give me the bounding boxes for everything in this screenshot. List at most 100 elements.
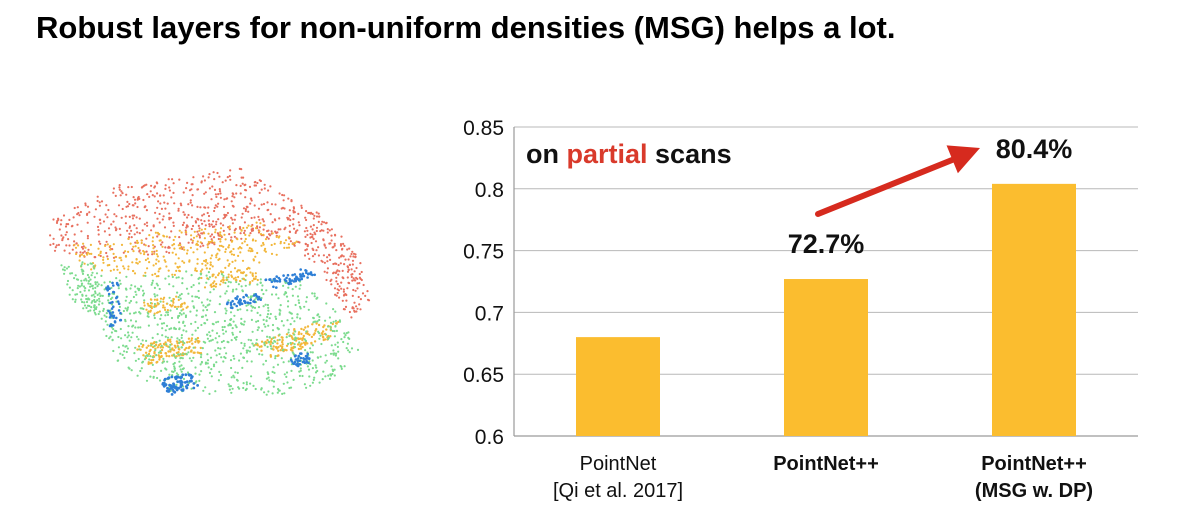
cloud-point	[209, 235, 212, 238]
cloud-point	[307, 252, 310, 255]
cloud-point	[243, 240, 246, 243]
cloud-point	[224, 250, 227, 253]
cloud-point	[160, 207, 163, 210]
cloud-point	[234, 214, 237, 217]
cloud-point	[212, 365, 216, 368]
cloud-point	[160, 354, 163, 358]
cloud-point	[107, 227, 111, 230]
cloud-point	[233, 376, 236, 379]
cloud-point	[240, 323, 244, 326]
cloud-point	[72, 216, 75, 219]
cloud-point	[161, 327, 164, 330]
cloud-point	[137, 326, 140, 329]
cloud-point	[98, 204, 101, 207]
cloud-point	[271, 370, 274, 373]
cloud-point	[52, 242, 55, 245]
cloud-point	[82, 245, 85, 248]
cloud-point	[68, 244, 71, 247]
cloud-point	[346, 248, 349, 251]
cloud-point	[86, 212, 89, 215]
cloud-point	[117, 346, 120, 349]
cloud-point	[314, 329, 317, 332]
cloud-point	[277, 349, 280, 352]
cloud-point	[102, 256, 105, 259]
cloud-point	[313, 320, 316, 323]
cloud-point	[329, 335, 332, 338]
cloud-point	[325, 302, 328, 305]
cloud-point	[278, 313, 281, 316]
cloud-point	[178, 341, 181, 344]
cloud-point	[191, 239, 195, 242]
cloud-point	[105, 251, 108, 255]
cloud-point	[176, 316, 180, 319]
cloud-point	[141, 229, 144, 232]
cloud-point	[306, 365, 309, 368]
cloud-point	[199, 245, 202, 248]
cloud-point	[140, 367, 143, 370]
cloud-point	[104, 320, 107, 323]
cloud-point	[219, 227, 223, 230]
cloud-point	[264, 303, 267, 306]
cloud-point	[294, 303, 297, 307]
cloud-point	[197, 277, 200, 280]
cloud-point	[131, 214, 134, 217]
cloud-point	[244, 208, 247, 211]
cloud-point	[147, 344, 150, 347]
cloud-point	[102, 309, 105, 312]
cloud-point	[341, 276, 344, 279]
cloud-point	[359, 262, 362, 265]
cloud-point	[311, 255, 315, 258]
cloud-point	[164, 329, 167, 332]
cloud-point	[324, 333, 328, 336]
cloud-point	[289, 323, 292, 326]
cloud-point	[148, 261, 151, 264]
cloud-point	[274, 315, 277, 318]
cloud-point	[206, 308, 209, 312]
cloud-point	[86, 253, 89, 256]
cloud-point	[196, 188, 200, 191]
y-tick-label: 0.65	[463, 364, 504, 387]
cloud-point	[209, 257, 212, 260]
cloud-point	[326, 256, 329, 259]
cloud-point	[210, 233, 214, 236]
cloud-point	[367, 299, 371, 302]
cloud-point	[339, 364, 342, 368]
cloud-point	[282, 284, 285, 287]
cloud-point	[293, 333, 296, 336]
cloud-point	[347, 336, 350, 339]
cloud-point	[119, 327, 122, 331]
cloud-point	[194, 329, 197, 332]
cloud-point	[330, 234, 333, 237]
cloud-point	[312, 224, 315, 227]
cloud-point	[211, 241, 214, 244]
cloud-point	[167, 269, 170, 272]
cloud-point	[267, 237, 270, 240]
cloud-point	[276, 354, 279, 358]
cloud-point	[337, 350, 340, 353]
cloud-point	[232, 374, 235, 377]
cloud-point	[266, 313, 270, 316]
cloud-point	[318, 332, 321, 335]
cloud-point	[146, 354, 149, 357]
cloud-point	[206, 362, 209, 365]
cloud-point	[307, 368, 311, 371]
cloud-point	[189, 199, 192, 202]
cloud-point	[206, 211, 209, 215]
cloud-point	[274, 355, 277, 358]
cloud-point	[305, 386, 308, 389]
cloud-point	[297, 299, 300, 302]
cloud-point	[277, 236, 280, 239]
cloud-point	[338, 320, 342, 323]
cloud-point	[276, 363, 280, 366]
cloud-point	[178, 242, 182, 245]
cloud-point	[186, 225, 189, 228]
cloud-point	[337, 273, 340, 276]
cloud-point	[82, 251, 85, 254]
cloud-point	[198, 282, 201, 285]
cloud-point	[153, 252, 156, 255]
cloud-point	[213, 241, 216, 244]
cloud-point	[263, 344, 267, 347]
cloud-point	[199, 273, 202, 276]
cloud-point	[162, 194, 165, 197]
cloud-point	[207, 214, 211, 218]
